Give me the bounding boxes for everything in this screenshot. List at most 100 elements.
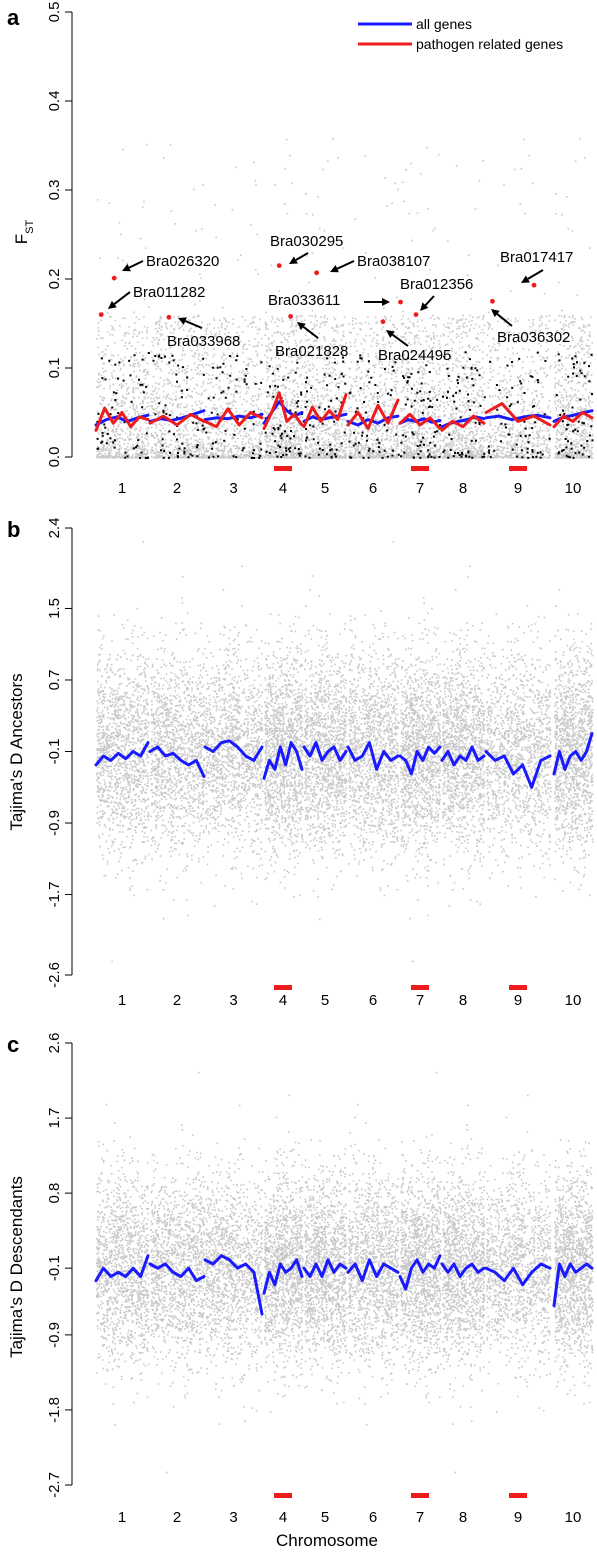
tajima-trend-chr-4: [262, 741, 304, 780]
panel-b-tajima-ancestors: -2.6-1.7-0.9-0.10.71.52.4 1 2 3 4 5 6 7 8 9 10 b …: [7, 517, 594, 1009]
annotation-arrowhead: [491, 309, 500, 318]
gene-label-bra011282: Bra011282: [133, 284, 205, 301]
legend: all genes pathogen related genes: [358, 16, 563, 52]
chromosome-label-9: 9: [514, 1509, 522, 1526]
y-tick-label: -1.8: [46, 1397, 63, 1423]
tajima-trend-chr-9: [484, 750, 552, 789]
y-tick-label: -2.7: [46, 1472, 63, 1498]
chromosome-label-1: 1: [118, 480, 126, 497]
pathogen-genes-trend-chr-10: [552, 411, 594, 429]
annotation-arrow: [424, 295, 435, 306]
ancestors-chromosome-labels: 1 2 3 4 5 6 7 8 9 10: [118, 992, 582, 1009]
tajima-trend-chr-2: [148, 1262, 206, 1283]
tajima-trend-chr-6: [346, 741, 400, 771]
highlight-bar-chr-9: [509, 985, 527, 990]
fst-scatter-points: [96, 137, 594, 459]
y-tick-label: 2.4: [46, 518, 63, 539]
y-tick-label: 0.2: [46, 269, 63, 290]
chromosome-label-3: 3: [229, 992, 237, 1009]
y-tick-label: -0.9: [46, 1322, 63, 1348]
descendants-y-axis: -2.7 -1.8 -0.9 -0.1 0.8 1.7 2.6: [46, 1033, 73, 1498]
annotation-arrowhead: [521, 275, 530, 283]
annotated-gene-point: [288, 314, 293, 319]
tajima-trend-chr-2: [148, 745, 206, 778]
annotated-gene-point: [314, 270, 319, 276]
annotation-arrow: [295, 252, 309, 261]
annotated-gene-point: [413, 312, 419, 317]
chromosome-label-10: 10: [565, 1509, 582, 1526]
pathogen-genes-trend-chr-4: [262, 391, 304, 430]
fst-gene-annotations: Bra026320 Bra011282 Bra033968 Bra030295 Bra0…: [98, 233, 573, 364]
chromosome-label-2: 2: [173, 480, 181, 497]
gene-label-bra033611: Bra033611: [268, 292, 340, 309]
chromosome-label-10: 10: [565, 480, 582, 497]
annotation-arrowhead: [420, 302, 429, 311]
chromosome-label-7: 7: [416, 480, 424, 497]
descendants-scatter-points: [96, 1071, 594, 1474]
panel-a-fst: 0.0 0.1 0.2 0.3 0.4 0.5 1 2 3 4 5 6 7 8 9 10 Bra026320…: [7, 2, 594, 497]
fst-y-axis: 0.0 0.1 0.2 0.3 0.4 0.5: [46, 2, 73, 468]
annotated-gene-point: [276, 263, 282, 268]
chromosome-label-5: 5: [321, 480, 329, 497]
chromosome-label-4: 4: [279, 992, 287, 1009]
chromosome-label-1: 1: [118, 992, 126, 1009]
y-tick-label: -0.1: [46, 1255, 63, 1281]
y-tick-label: 0.0: [46, 447, 63, 468]
chromosome-label-8: 8: [459, 480, 467, 497]
gene-label-bra036302: Bra036302: [497, 329, 570, 346]
annotated-gene-point: [166, 314, 172, 320]
ancestors-y-axis: -2.6 -1.7 -0.9 -0.1 0.7 1.5 2.4: [46, 518, 73, 988]
y-tick-label: 2.6: [46, 1033, 63, 1054]
highlight-bar-chr-9: [509, 466, 527, 471]
tajima-trend-chr-9: [484, 1262, 552, 1287]
chromosome-label-4: 4: [279, 480, 287, 497]
chromosome-label-6: 6: [369, 480, 377, 497]
chromosome-label-1: 1: [118, 1509, 126, 1526]
descendants-trend-lines: [94, 1254, 594, 1316]
tajima-trend-chr-3: [203, 739, 264, 762]
gene-label-bra017417: Bra017417: [500, 249, 573, 266]
y-tick-label: 1.5: [46, 598, 63, 619]
y-tick-label: 0.7: [46, 670, 63, 691]
annotation-arrow: [496, 313, 513, 327]
chromosome-label-9: 9: [514, 480, 522, 497]
annotation-arrowhead: [108, 300, 117, 309]
highlight-bar-chr-4: [274, 985, 292, 990]
annotated-gene-point: [98, 312, 104, 317]
gene-label-bra038107: Bra038107: [357, 253, 430, 270]
y-tick-label: 0.1: [46, 358, 63, 379]
tajima-trend-chr-5: [302, 741, 348, 762]
gene-label-bra026320: Bra026320: [146, 253, 219, 270]
chromosome-label-4: 4: [279, 1509, 287, 1526]
fst-highlight-bars: [274, 466, 527, 471]
annotation-arrow: [391, 333, 409, 347]
tajima-trend-chr-1: [94, 741, 150, 767]
annotated-gene-point: [380, 319, 386, 325]
annotation-arrowhead: [122, 263, 131, 272]
annotated-gene-point: [531, 282, 537, 288]
fst-trend-lines: [94, 391, 594, 432]
y-tick-label: 0.3: [46, 180, 63, 201]
chromosome-label-3: 3: [229, 1509, 237, 1526]
ancestors-y-axis-title: Tajima's D Ancestors: [7, 673, 26, 830]
annotation-arrowhead: [386, 330, 395, 338]
tajima-trend-chr-3: [203, 1254, 264, 1316]
annotation-arrowhead: [297, 322, 306, 330]
tajima-trend-chr-8: [440, 745, 486, 767]
tajima-trend-chr-8: [440, 1262, 486, 1278]
tajima-trend-chr-6: [346, 1258, 400, 1283]
descendants-highlight-bars: [274, 1493, 527, 1498]
pathogen-genes-trend-chr-1: [94, 406, 150, 432]
annotation-arrow: [527, 269, 544, 280]
gene-label-bra030295: Bra030295: [270, 233, 343, 250]
pathogen-genes-trend-chr-2: [148, 412, 206, 427]
y-tick-label: -0.9: [46, 810, 63, 836]
gene-label-bra024495: Bra024495: [378, 347, 451, 364]
annotation-arrow: [302, 326, 319, 339]
chromosome-label-6: 6: [369, 1509, 377, 1526]
pathogen-genes-trend-chr-5: [302, 393, 348, 429]
chromosome-label-8: 8: [459, 1509, 467, 1526]
y-tick-label: 0.5: [46, 2, 63, 23]
annotation-arrow: [128, 260, 144, 269]
